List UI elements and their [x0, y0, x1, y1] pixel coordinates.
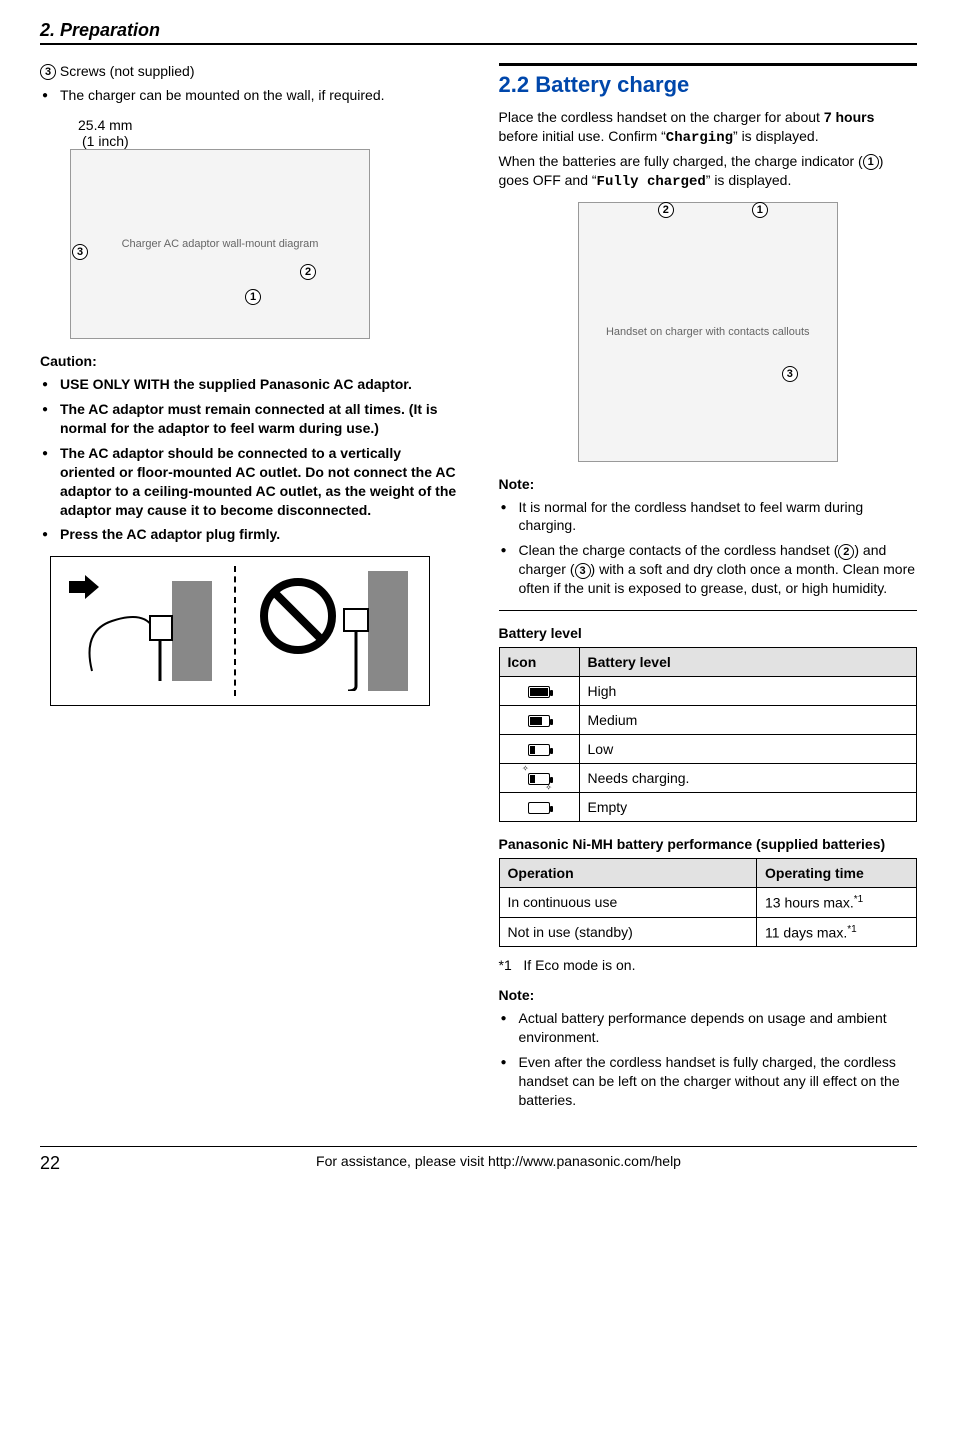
- table-row: Not in use (standby) 11 days max.*1: [499, 917, 917, 947]
- charger-mount-list: The charger can be mounted on the wall, …: [40, 86, 459, 105]
- circled-2-icon: 2: [838, 544, 854, 560]
- op-cell: Not in use (standby): [499, 917, 757, 947]
- table-row: High: [499, 677, 917, 706]
- table-row: ✧ ✧ Needs charging.: [499, 764, 917, 793]
- fig-label-1-icon: 1: [752, 202, 768, 218]
- col-level: Battery level: [579, 648, 917, 677]
- note-item: It is normal for the cordless handset to…: [519, 498, 918, 536]
- table-row: In continuous use 13 hours max.*1: [499, 888, 917, 918]
- battery-medium-icon: [499, 706, 579, 735]
- performance-heading: Panasonic Ni-MH battery performance (sup…: [499, 836, 918, 852]
- charging-mono: Charging: [666, 130, 733, 146]
- divider: [499, 610, 918, 611]
- table-row: Medium: [499, 706, 917, 735]
- circled-number-3-icon: 3: [40, 64, 56, 80]
- charger-mount-bullet: The charger can be mounted on the wall, …: [60, 86, 459, 105]
- text: Clean the charge contacts of the cordles…: [519, 542, 839, 558]
- footer: 22 For assistance, please visit http://w…: [40, 1146, 917, 1174]
- note-item: Actual battery performance depends on us…: [519, 1009, 918, 1047]
- section-rule: [499, 63, 918, 66]
- plug-ceiling-icon: [338, 571, 408, 691]
- dimension-mm: 25.4 mm: [78, 117, 459, 133]
- caution-item: USE ONLY WITH the supplied Panasonic AC …: [60, 375, 459, 394]
- table-row: Low: [499, 735, 917, 764]
- table-header-row: Icon Battery level: [499, 648, 917, 677]
- footnote-text: If Eco mode is on.: [523, 957, 635, 973]
- screws-line: 3 Screws (not supplied): [40, 63, 459, 80]
- level-cell: Low: [579, 735, 917, 764]
- arrow-right-icon: [69, 575, 99, 599]
- performance-table: Operation Operating time In continuous u…: [499, 858, 918, 947]
- footer-text: For assistance, please visit http://www.…: [80, 1153, 917, 1169]
- circled-3-icon: 3: [575, 563, 591, 579]
- time-cell: 13 hours max.*1: [757, 888, 917, 918]
- charger-diagram-icon: Charger AC adaptor wall-mount diagram: [70, 149, 370, 339]
- time-sup: *1: [847, 924, 856, 935]
- note-item: Even after the cordless handset is fully…: [519, 1053, 918, 1110]
- caution-list: USE ONLY WITH the supplied Panasonic AC …: [40, 375, 459, 544]
- plug-figure: [50, 556, 430, 706]
- handset-diagram-icon: Handset on charger with contacts callout…: [578, 202, 838, 462]
- table-row: Empty: [499, 793, 917, 822]
- handset-figure: Handset on charger with contacts callout…: [578, 202, 838, 462]
- right-column: 2.2 Battery charge Place the cordless ha…: [499, 63, 918, 1122]
- caution-item: Press the AC adaptor plug firmly.: [60, 525, 459, 544]
- level-cell: Empty: [579, 793, 917, 822]
- intro-paragraph-2: When the batteries are fully charged, th…: [499, 152, 918, 192]
- chapter-header: 2. Preparation: [40, 20, 917, 45]
- page: 2. Preparation 3 Screws (not supplied) T…: [0, 0, 957, 1184]
- level-cell: Needs charging.: [579, 764, 917, 793]
- note-item: Clean the charge contacts of the cordles…: [519, 541, 918, 598]
- end-note-list: Actual battery performance depends on us…: [499, 1009, 918, 1109]
- battery-empty-icon: [499, 793, 579, 822]
- hours-bold: 7 hours: [824, 109, 875, 125]
- note-heading: Note:: [499, 476, 918, 492]
- caution-heading: Caution:: [40, 353, 459, 369]
- charger-figure-block: 25.4 mm (1 inch) Charger AC adaptor wall…: [70, 117, 459, 339]
- time-sup: *1: [854, 894, 863, 905]
- screws-text: Screws (not supplied): [56, 63, 195, 79]
- battery-level-table: Icon Battery level High Medium: [499, 647, 918, 822]
- level-cell: Medium: [579, 706, 917, 735]
- battery-low-icon: [499, 735, 579, 764]
- level-cell: High: [579, 677, 917, 706]
- prohibit-icon: [258, 576, 338, 656]
- time-cell: 11 days max.*1: [757, 917, 917, 947]
- fig-label-3-icon: 3: [782, 366, 798, 382]
- op-cell: In continuous use: [499, 888, 757, 918]
- fully-charged-mono: Fully charged: [597, 174, 706, 190]
- text: ” is displayed.: [706, 172, 792, 188]
- text: before initial use. Confirm “: [499, 128, 666, 144]
- time-value: 13 hours max.: [765, 895, 854, 911]
- text: Place the cordless handset on the charge…: [499, 109, 824, 125]
- plug-wrong-block: [258, 571, 408, 691]
- caution-item: The AC adaptor must remain connected at …: [60, 400, 459, 438]
- text: When the batteries are fully charged, th…: [499, 153, 863, 169]
- intro-paragraph-1: Place the cordless handset on the charge…: [499, 108, 918, 148]
- table-header-row: Operation Operating time: [499, 859, 917, 888]
- two-column-layout: 3 Screws (not supplied) The charger can …: [40, 63, 917, 1122]
- col-icon: Icon: [499, 648, 579, 677]
- note-list: It is normal for the cordless handset to…: [499, 498, 918, 598]
- left-column: 3 Screws (not supplied) The charger can …: [40, 63, 459, 1122]
- footnote-label: *1: [499, 957, 512, 973]
- text: ” is displayed.: [733, 128, 819, 144]
- note-heading-2: Note:: [499, 987, 918, 1003]
- col-operation: Operation: [499, 859, 757, 888]
- handset-diagram-alt: Handset on charger with contacts callout…: [606, 326, 810, 338]
- footnote: *1 If Eco mode is on.: [499, 957, 918, 973]
- figure-divider: [234, 566, 236, 696]
- battery-level-heading: Battery level: [499, 625, 918, 641]
- section-title: 2.2 Battery charge: [499, 72, 918, 98]
- time-value: 11 days max.: [765, 924, 847, 940]
- charger-diagram-alt: Charger AC adaptor wall-mount diagram: [122, 238, 319, 250]
- circled-1-icon: 1: [863, 154, 879, 170]
- fig-label-2-icon: 2: [658, 202, 674, 218]
- battery-needs-charging-icon: ✧ ✧: [499, 764, 579, 793]
- battery-high-icon: [499, 677, 579, 706]
- page-number: 22: [40, 1153, 80, 1174]
- caution-item: The AC adaptor should be connected to a …: [60, 444, 459, 520]
- col-time: Operating time: [757, 859, 917, 888]
- dimension-inch: (1 inch): [82, 133, 459, 149]
